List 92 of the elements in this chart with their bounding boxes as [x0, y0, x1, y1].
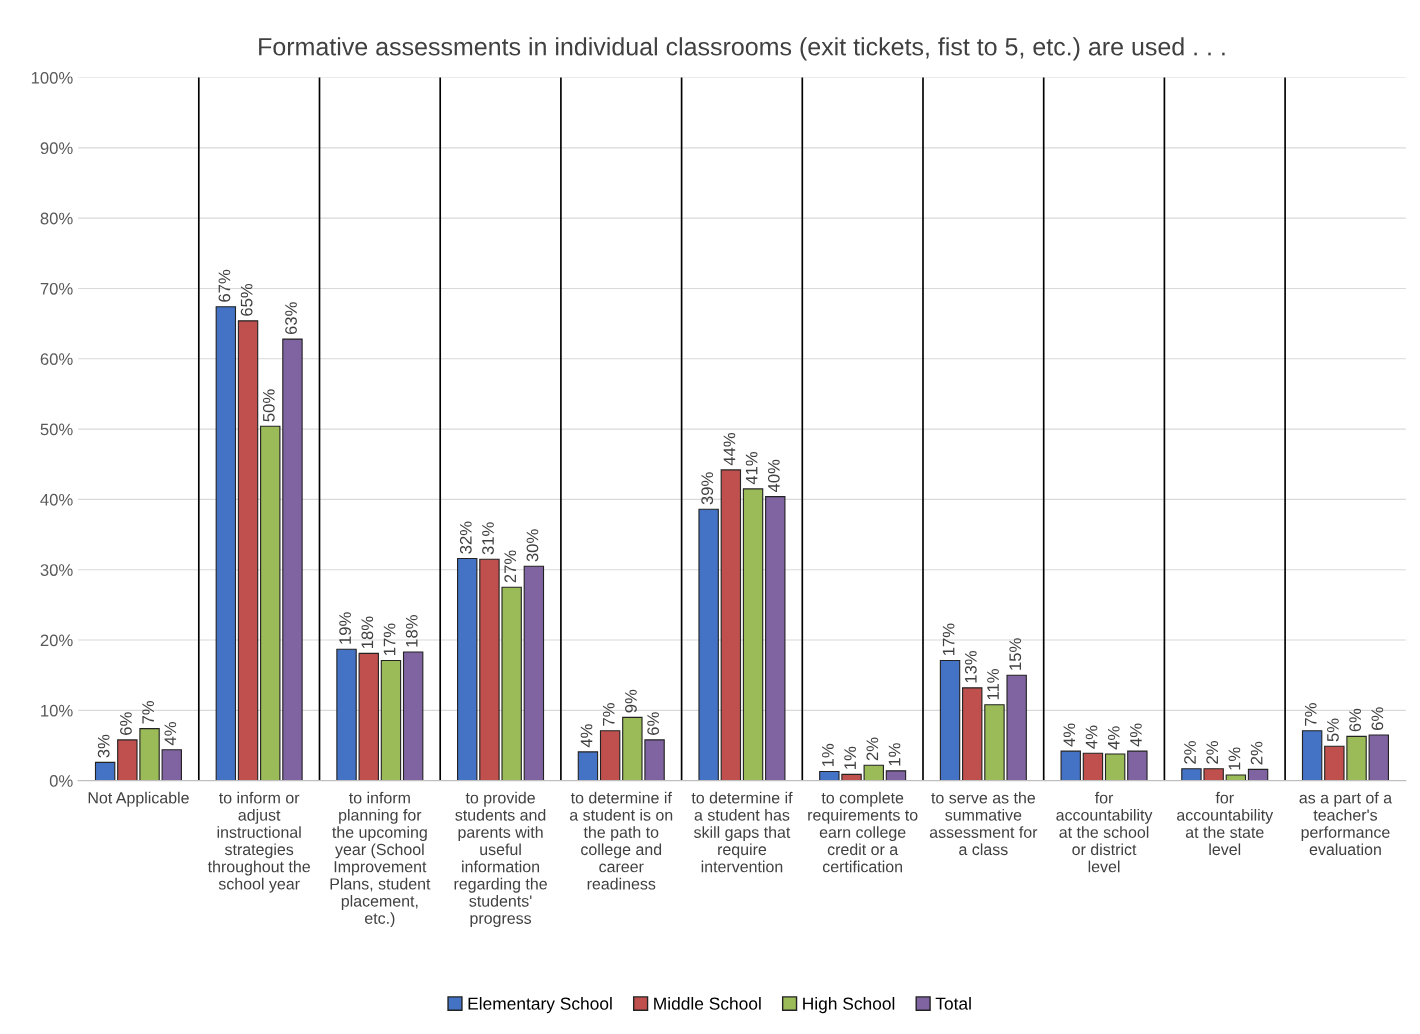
bar — [765, 496, 786, 781]
data-label: 18% — [405, 615, 418, 647]
data-label: 7% — [142, 700, 154, 724]
chart-title: Formative assessments in individual classrooms (exit tickets, fist to 5, etc.) are used . . . — [259, 37, 1225, 61]
bar — [742, 488, 764, 781]
data-label: 1% — [888, 743, 901, 766]
data-label: 6% — [1371, 707, 1384, 730]
bar — [720, 469, 742, 781]
bar — [939, 659, 961, 781]
data-label: 1% — [822, 743, 834, 767]
legend-label: Middle School — [654, 997, 761, 1010]
bar — [599, 730, 621, 781]
bar — [523, 565, 545, 781]
data-label: 5% — [1327, 718, 1339, 742]
data-label: 17% — [942, 623, 955, 655]
data-label: 6% — [120, 712, 132, 735]
x-tick-label: to determine if a student has skill gaps that require intervention — [691, 791, 793, 873]
bar — [1247, 768, 1269, 781]
bar — [1104, 753, 1126, 781]
bar — [237, 320, 259, 781]
data-label: 4% — [1107, 726, 1120, 750]
bar — [885, 770, 907, 781]
data-label: 9% — [625, 689, 637, 713]
data-label: 2% — [866, 737, 879, 761]
data-label: 15% — [1009, 638, 1022, 670]
y-tick-label: 30% — [40, 564, 73, 576]
bar — [380, 659, 402, 781]
bar — [1301, 730, 1323, 781]
y-tick-label: 80% — [40, 212, 73, 225]
data-label: 44% — [723, 432, 736, 466]
x-tick-label: Not Applicable — [88, 791, 189, 807]
data-label: 30% — [526, 529, 539, 562]
data-label: 63% — [285, 302, 297, 335]
data-label: 40% — [767, 459, 780, 493]
data-label: 4% — [1063, 723, 1076, 747]
data-label: 32% — [459, 521, 472, 554]
x-tick-label: to complete requirements to earn college credit or a certification — [808, 791, 918, 873]
data-label: 7% — [602, 703, 615, 726]
bar — [402, 651, 424, 781]
legend-label: High School — [803, 997, 895, 1014]
bar — [698, 508, 719, 781]
data-label: 3% — [97, 734, 110, 758]
data-label: 1% — [1228, 747, 1241, 770]
data-label: 39% — [701, 472, 714, 505]
data-label: 6% — [1349, 708, 1362, 732]
x-tick-label: as a part of a teacher's performance evaluation — [1299, 791, 1393, 856]
bar — [1060, 750, 1081, 781]
data-label: 4% — [580, 724, 593, 748]
legend-label: Total — [935, 997, 971, 1010]
y-tick-label: 70% — [40, 282, 73, 295]
x-tick-label: for accountability at the school or district level — [1056, 791, 1153, 873]
bar — [94, 761, 116, 781]
data-label: 11% — [987, 669, 999, 700]
y-tick-label: 100% — [31, 71, 73, 84]
y-tick-label: 40% — [40, 493, 73, 506]
legend-label: Elementary School — [468, 997, 612, 1014]
data-label: 13% — [964, 650, 977, 683]
data-label: 4% — [1085, 725, 1098, 749]
bar — [577, 751, 599, 781]
data-label: 27% — [504, 550, 517, 583]
data-label: 2% — [1184, 741, 1196, 764]
bar — [1082, 752, 1104, 781]
y-tick-label: 10% — [41, 704, 73, 717]
data-label: 65% — [240, 283, 253, 316]
y-tick-label: 60% — [40, 353, 73, 365]
y-tick-label: 90% — [40, 142, 73, 155]
data-label: 7% — [1304, 703, 1317, 726]
y-tick-label: 0% — [49, 775, 73, 787]
x-tick-label: to inform or adjust instructional strategies throughout the school year — [207, 791, 310, 893]
x-tick-label: to serve as the summative assessment for a class — [929, 791, 1038, 856]
data-label: 1% — [844, 746, 856, 769]
bar — [1225, 774, 1247, 781]
data-label: 41% — [745, 451, 758, 485]
x-tick-label: to inform planning for the upcoming year (School Improvement Plans, student placement, etc.) — [330, 791, 431, 928]
data-label: 2% — [1206, 741, 1219, 764]
data-label: 19% — [339, 612, 352, 644]
x-tick-label: for accountability at the state level — [1177, 791, 1274, 856]
data-label: 4% — [1130, 723, 1142, 747]
data-label: 17% — [383, 623, 396, 655]
data-label: 6% — [647, 712, 660, 735]
y-tick-label: 20% — [40, 634, 73, 647]
y-tick-label: 50% — [40, 423, 73, 436]
bar — [1127, 750, 1148, 781]
data-label: 18% — [361, 616, 374, 648]
data-label: 4% — [164, 722, 177, 746]
data-label: 67% — [218, 269, 231, 302]
data-label: 50% — [262, 389, 275, 422]
x-tick-label: to determine if a student is on the path to college and career readiness — [569, 791, 673, 890]
data-label: 31% — [482, 522, 494, 555]
x-tick-label: to provide students and parents with useful information regarding the students' progress — [454, 791, 547, 928]
data-label: 2% — [1250, 741, 1263, 765]
bar — [215, 306, 237, 781]
